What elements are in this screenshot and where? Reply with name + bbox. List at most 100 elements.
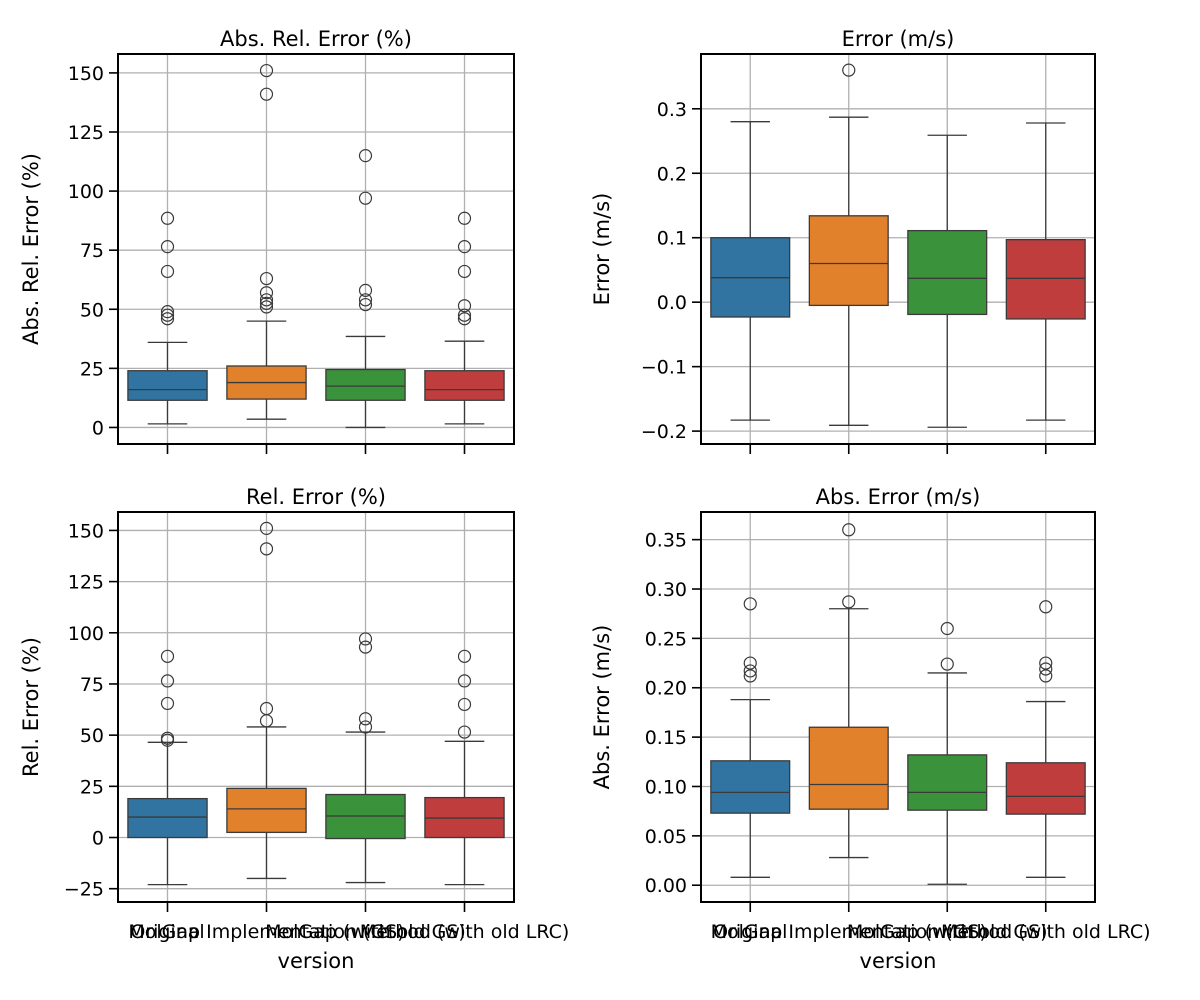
- outlier-point: [743, 656, 757, 670]
- outlier-point: [842, 63, 856, 77]
- box-group: [907, 134, 988, 428]
- outlier-point: [842, 523, 856, 537]
- outlier-point: [259, 521, 274, 535]
- x-tick-label: Original: [130, 921, 204, 943]
- subplot-title: Rel. Error (%): [246, 485, 386, 509]
- outlier-point: [457, 264, 472, 279]
- y-tick-label: 0.20: [645, 678, 687, 700]
- outlier-point: [457, 725, 472, 739]
- y-tick-label: 50: [80, 725, 104, 747]
- box-group: [226, 63, 307, 420]
- outlier-point: [259, 271, 274, 286]
- x-tick-label: Original: [713, 921, 787, 943]
- box: [424, 370, 505, 401]
- box: [127, 797, 208, 839]
- y-tick-label: 0.05: [645, 826, 687, 848]
- outlier-point: [259, 63, 274, 78]
- outlier-point: [743, 669, 757, 683]
- y-tick-label: 150: [68, 520, 104, 542]
- outlier-point: [160, 264, 175, 279]
- y-tick-label: 0.10: [645, 776, 687, 798]
- outlier-point: [1039, 656, 1053, 670]
- y-tick-label: 0.1: [657, 228, 687, 250]
- outlier-point: [259, 542, 274, 556]
- x-tick-label: MolGap Implementation (GS): [128, 921, 404, 943]
- outlier-point: [457, 312, 472, 326]
- box-group: [424, 211, 505, 425]
- subplot-1: 0 25 50 75 100 125 150 Abs. Rel. Error (%) Abs. …: [19, 27, 515, 454]
- box: [1005, 239, 1086, 320]
- outlier-point: [743, 597, 757, 611]
- outlier-point: [1039, 600, 1053, 614]
- outlier-point: [160, 649, 175, 663]
- subplot-title: Error (m/s): [842, 27, 955, 51]
- outlier-point: [358, 632, 373, 646]
- outlier-point: [743, 664, 757, 678]
- y-tick-label: 0: [92, 828, 104, 850]
- outlier-point: [259, 300, 274, 314]
- outlier-point: [358, 712, 373, 726]
- y-axis-label: Rel. Error (%): [19, 637, 43, 777]
- y-tick-label: 50: [80, 299, 104, 321]
- y-axis-label: Error (m/s): [590, 193, 614, 306]
- box-group: [127, 649, 208, 886]
- outlier-point: [259, 293, 274, 307]
- box-group: [325, 632, 406, 884]
- y-tick-label: −0.1: [641, 357, 687, 379]
- box-group: [226, 521, 307, 880]
- y-tick-label: 0.00: [645, 875, 687, 897]
- outlier-point: [358, 720, 373, 734]
- outlier-point: [160, 696, 175, 711]
- axes-frame: [117, 511, 515, 903]
- subplot-2: −0.2 −0.1 0.0 0.1 0.2 0.3 Error (m/s) Error (m/…: [590, 27, 1096, 454]
- y-axis-label: Abs. Error (m/s): [590, 625, 614, 790]
- box: [325, 368, 406, 401]
- y-tick-label: 25: [80, 358, 104, 380]
- box: [710, 760, 791, 814]
- axes-frame: [700, 511, 1096, 903]
- outlier-point: [160, 308, 175, 322]
- x-tick-label: MolGap (with old GS): [265, 921, 466, 943]
- box-group: [1005, 122, 1086, 421]
- outlier-point: [457, 674, 472, 688]
- outlier-point: [160, 211, 175, 225]
- x-tick-label: MolGap (with old GS): [847, 921, 1048, 943]
- box-group: [907, 621, 988, 885]
- axes-frame: [117, 53, 515, 445]
- y-tick-label: 0.30: [645, 579, 687, 601]
- outlier-point: [842, 595, 856, 609]
- y-tick-label: 0.25: [645, 628, 687, 650]
- outlier-point: [259, 286, 274, 300]
- x-tick-label: MolGap Implementation (GS): [711, 921, 987, 943]
- y-tick-label: −0.2: [641, 421, 687, 443]
- box: [907, 229, 988, 316]
- y-tick-label: 75: [80, 240, 104, 262]
- outlier-point: [160, 240, 175, 254]
- outlier-point: [358, 283, 373, 297]
- y-tick-label: 0.0: [657, 292, 687, 314]
- y-tick-label: 0.3: [657, 99, 687, 121]
- x-tick-label: Method (with old LRC): [360, 921, 570, 943]
- outlier-point: [457, 697, 472, 712]
- outlier-point: [160, 731, 175, 745]
- x-tick-label: Method (with old LRC): [941, 921, 1151, 943]
- subplot-4: 0.00 0.05 0.10 0.15 0.20 0.25 0.30 0.35 Original…: [590, 485, 1151, 973]
- axes-frame: [700, 53, 1096, 445]
- y-tick-label: 125: [68, 572, 104, 594]
- y-tick-label: −25: [64, 879, 104, 901]
- box-group: [808, 523, 889, 859]
- box: [226, 787, 307, 834]
- box-group: [710, 121, 791, 421]
- y-tick-label: 25: [80, 776, 104, 798]
- outlier-point: [259, 87, 274, 101]
- outlier-point: [1039, 662, 1053, 676]
- box-group: [127, 211, 208, 425]
- outlier-point: [160, 674, 175, 688]
- outlier-point: [160, 312, 175, 326]
- outlier-point: [457, 299, 472, 313]
- y-tick-label: 75: [80, 674, 104, 696]
- x-axis-label: version: [278, 949, 355, 973]
- outlier-point: [358, 297, 373, 312]
